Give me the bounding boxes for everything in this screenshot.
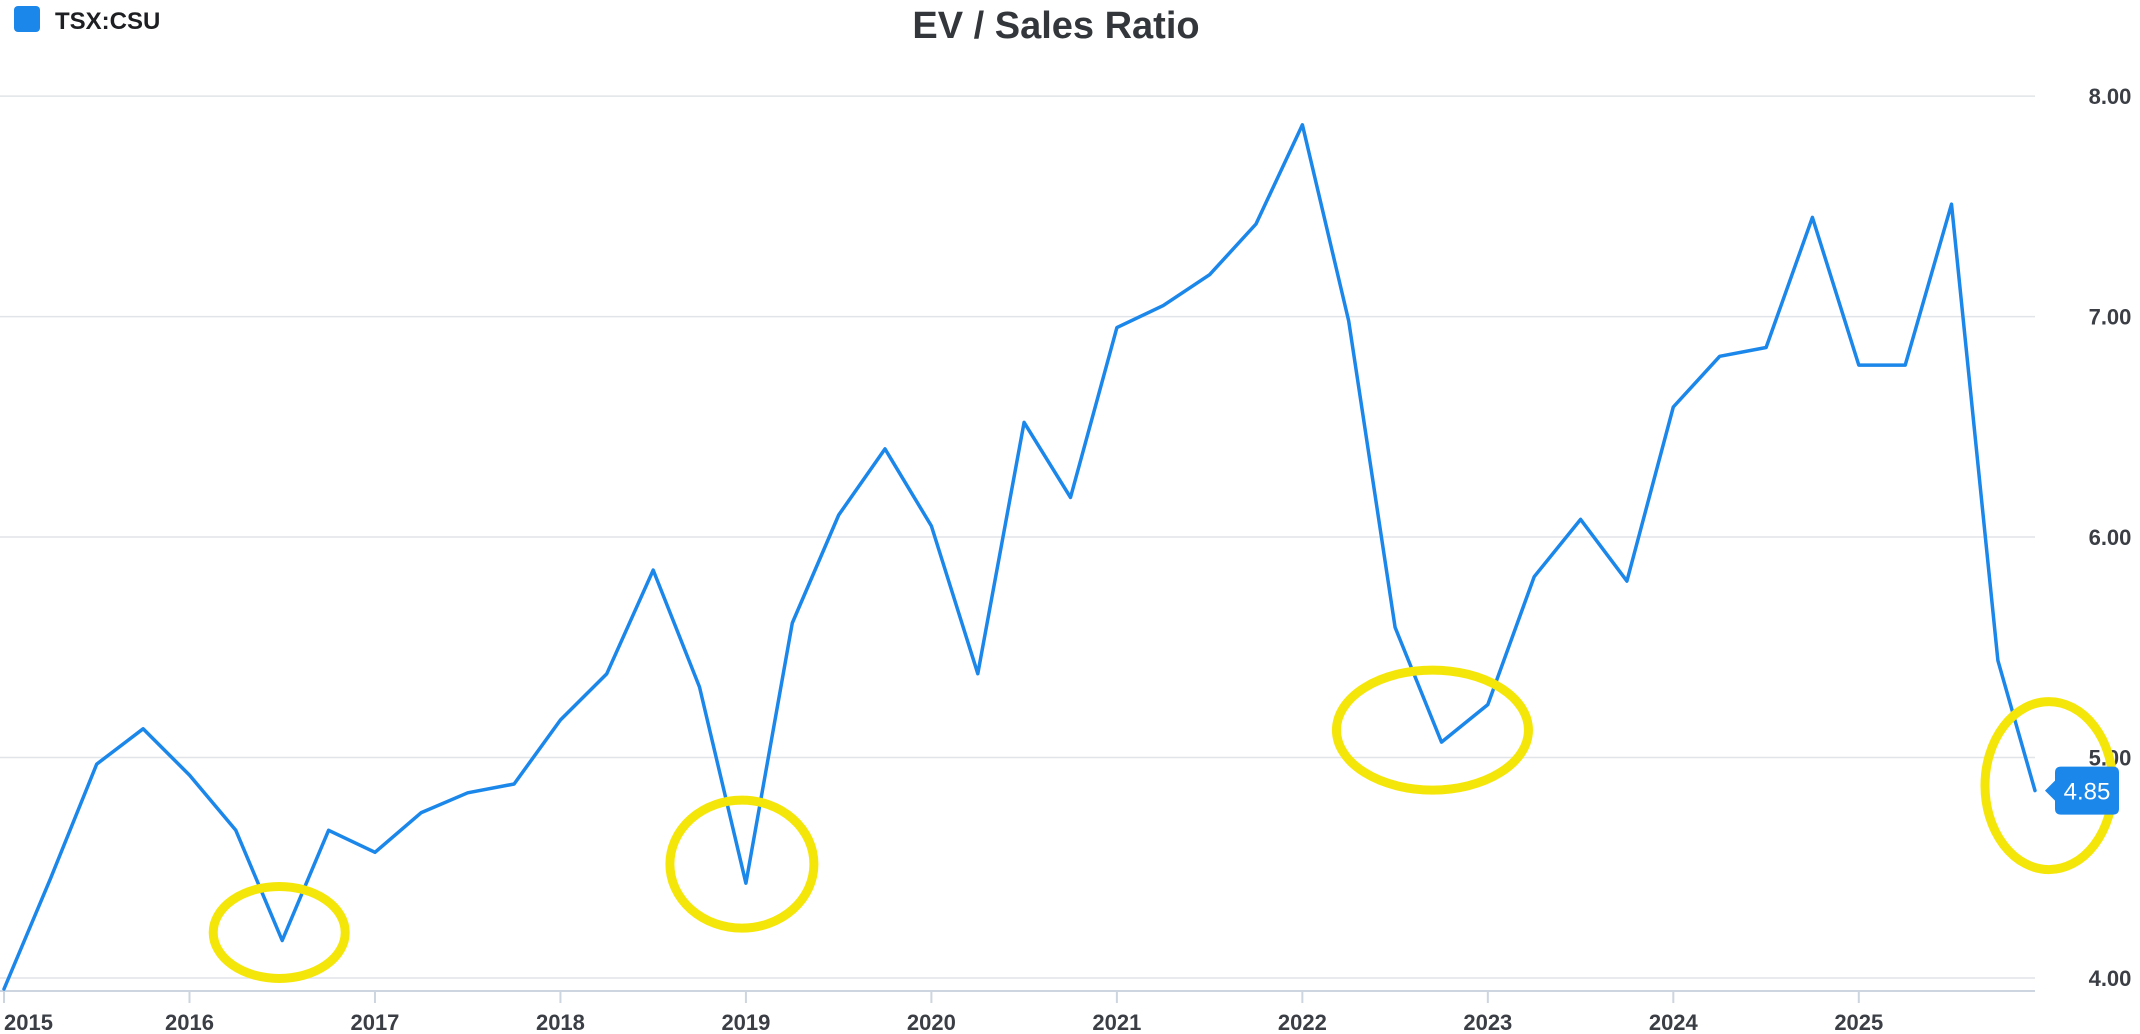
highlight-ring bbox=[208, 881, 350, 983]
data-point bbox=[789, 620, 795, 626]
grid-layer bbox=[0, 95, 2035, 979]
data-point bbox=[975, 671, 981, 677]
data-point bbox=[1763, 344, 1769, 350]
y-tick-label: 4.00 bbox=[2089, 966, 2132, 991]
data-point bbox=[882, 446, 888, 452]
data-point bbox=[1902, 362, 1908, 368]
data-point bbox=[233, 827, 239, 833]
data-point bbox=[1438, 739, 1444, 745]
data-point bbox=[1021, 419, 1027, 425]
x-tick-label: 2018 bbox=[536, 1010, 585, 1034]
data-point bbox=[511, 781, 517, 787]
data-point bbox=[1068, 494, 1074, 500]
data-point bbox=[326, 827, 332, 833]
data-point bbox=[372, 849, 378, 855]
data-point bbox=[1578, 516, 1584, 522]
chart-title: EV / Sales Ratio bbox=[912, 5, 1199, 47]
last-value-label: 4.85 bbox=[2064, 779, 2111, 806]
highlight-ring bbox=[665, 795, 819, 933]
y-tick-label: 8.00 bbox=[2089, 84, 2132, 109]
data-point bbox=[1809, 214, 1815, 220]
data-point bbox=[186, 772, 192, 778]
data-point bbox=[1856, 362, 1862, 368]
data-point bbox=[418, 810, 424, 816]
data-point bbox=[1114, 325, 1120, 331]
highlight-ring bbox=[1331, 665, 1533, 795]
data-point bbox=[1717, 353, 1723, 359]
data-point bbox=[1160, 303, 1166, 309]
data-point bbox=[2032, 788, 2038, 794]
data-point bbox=[465, 790, 471, 796]
data-point bbox=[47, 876, 53, 882]
x-tick-label: 2019 bbox=[721, 1010, 770, 1034]
series-line-tsx-csu bbox=[2, 123, 2037, 991]
data-point bbox=[1531, 574, 1537, 580]
data-point bbox=[1949, 201, 1955, 207]
x-tick-label: 2023 bbox=[1463, 1010, 1512, 1034]
x-tick-label: 2015 bbox=[4, 1010, 53, 1034]
legend-label[interactable]: TSX:CSU bbox=[55, 8, 160, 35]
x-tick-label: 2025 bbox=[1834, 1010, 1883, 1034]
data-point bbox=[1670, 404, 1676, 410]
data-point bbox=[1485, 702, 1491, 708]
data-point bbox=[140, 726, 146, 732]
x-tick-label: 2021 bbox=[1092, 1010, 1141, 1034]
y-tick-label: 7.00 bbox=[2089, 305, 2132, 330]
data-point bbox=[743, 880, 749, 886]
x-tick-label: 2017 bbox=[350, 1010, 399, 1034]
data-point bbox=[1207, 272, 1213, 278]
data-point bbox=[1299, 122, 1305, 128]
data-point bbox=[1253, 221, 1259, 227]
data-point bbox=[650, 567, 656, 573]
data-point bbox=[928, 523, 934, 529]
data-point bbox=[1392, 624, 1398, 630]
data-point bbox=[279, 937, 285, 943]
data-point bbox=[1995, 658, 2001, 664]
annotation-layer: 4.85 bbox=[208, 665, 2119, 983]
data-point bbox=[557, 717, 563, 723]
legend-swatch bbox=[14, 6, 40, 32]
last-value-badge: 4.85 bbox=[2045, 766, 2119, 815]
series-layer bbox=[1, 122, 2038, 992]
data-point bbox=[94, 761, 100, 767]
x-tick-label: 2024 bbox=[1649, 1010, 1699, 1034]
x-tick-label: 2020 bbox=[907, 1010, 956, 1034]
data-point bbox=[697, 684, 703, 690]
data-point bbox=[1, 986, 7, 992]
y-tick-label: 6.00 bbox=[2089, 525, 2132, 550]
data-point bbox=[1346, 318, 1352, 324]
x-tick-label: 2016 bbox=[165, 1010, 214, 1034]
data-point bbox=[1624, 578, 1630, 584]
last-value-badge-shape bbox=[2045, 766, 2119, 815]
data-point bbox=[604, 671, 610, 677]
data-point bbox=[836, 512, 842, 518]
x-tick-label: 2022 bbox=[1278, 1010, 1327, 1034]
